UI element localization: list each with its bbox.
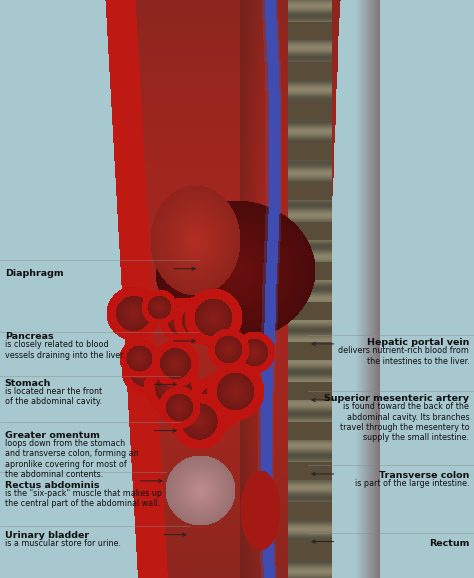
Text: delivers nutrient-rich blood from
the intestines to the liver.: delivers nutrient-rich blood from the in… [338,346,469,366]
Text: loops down from the stomach
and transverse colon, forming an
apronlike covering : loops down from the stomach and transver… [5,439,138,479]
Text: is closely related to blood
vessels draining into the liver.: is closely related to blood vessels drai… [5,340,125,360]
Text: is part of the large intestine.: is part of the large intestine. [355,479,469,488]
Text: Superior mesenteric artery: Superior mesenteric artery [324,394,469,403]
Text: Rectum: Rectum [429,539,469,548]
Text: Diaphragm: Diaphragm [5,269,64,278]
Text: Greater omentum: Greater omentum [5,431,100,440]
Text: Transverse colon: Transverse colon [379,471,469,480]
Text: is the "six-pack" muscle that makes up
the central part of the abdominal wall.: is the "six-pack" muscle that makes up t… [5,489,162,509]
Text: Pancreas: Pancreas [5,332,54,342]
Text: is found toward the back of the
abdominal cavity. Its branches
travel through th: is found toward the back of the abdomina… [340,402,469,443]
Text: Hepatic portal vein: Hepatic portal vein [367,338,469,347]
Text: is located near the front
of the abdominal cavity.: is located near the front of the abdomin… [5,387,102,406]
Text: Rectus abdominis: Rectus abdominis [5,481,99,490]
Text: is a muscular store for urine.: is a muscular store for urine. [5,539,121,548]
Text: Urinary bladder: Urinary bladder [5,531,89,540]
Text: Stomach: Stomach [5,379,51,388]
